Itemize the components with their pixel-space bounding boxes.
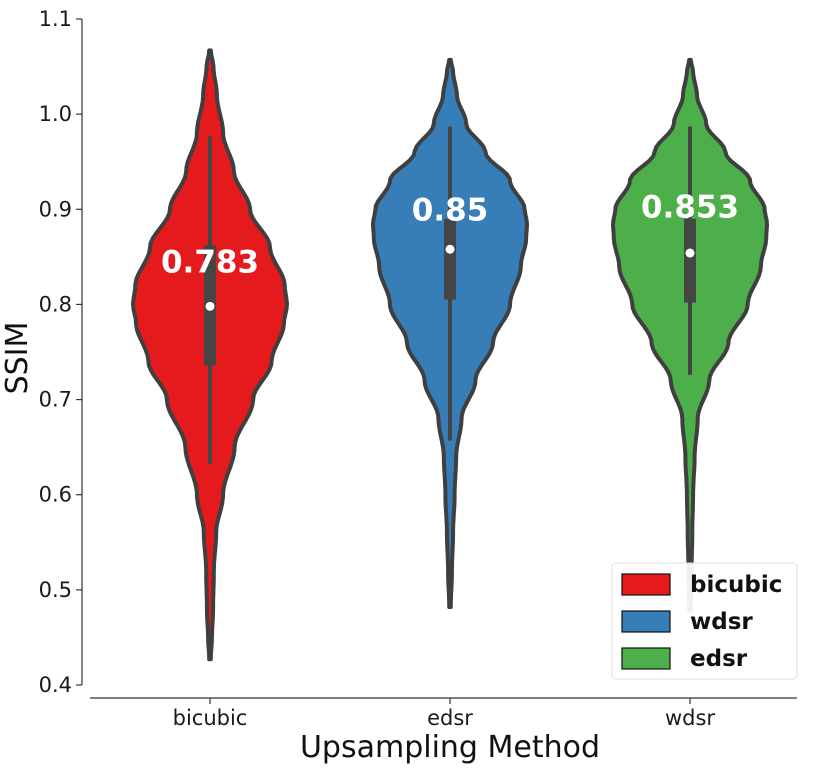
median-label-wdsr: 0.853 <box>641 189 739 225</box>
legend-label-wdsr: wdsr <box>690 609 753 635</box>
x-axis-title: Upsampling Method <box>300 730 600 765</box>
median-label-bicubic: 0.783 <box>161 245 259 281</box>
y-tick-label: 1.1 <box>39 7 72 31</box>
x-axis: bicubic edsr wdsr <box>90 697 797 730</box>
median-dot-bicubic <box>205 301 215 311</box>
iqr-box-wdsr <box>684 218 696 303</box>
y-tick-label: 0.7 <box>39 388 72 412</box>
y-tick-label: 0.8 <box>39 292 72 316</box>
iqr-box-edsr <box>444 218 456 300</box>
y-tick-label: 1.0 <box>39 102 72 126</box>
y-tick-label: 0.4 <box>39 673 72 697</box>
median-dot-edsr <box>445 244 455 254</box>
y-axis: 0.4 0.5 0.6 0.7 0.8 0.9 1.0 1.1 <box>39 7 83 697</box>
legend-swatch-wdsr <box>621 610 671 633</box>
legend-label-edsr: edsr <box>690 646 748 672</box>
legend: bicubic wdsr edsr <box>611 562 798 680</box>
x-tick-label: bicubic <box>173 706 248 730</box>
legend-swatch-edsr <box>621 647 671 670</box>
x-tick-label: edsr <box>427 706 473 730</box>
median-dot-wdsr <box>685 248 695 258</box>
y-axis-title: SSIM <box>0 322 35 395</box>
median-annotations: 0.783 0.85 0.853 <box>161 189 739 280</box>
legend-label-bicubic: bicubic <box>690 572 782 598</box>
y-tick-label: 0.6 <box>39 483 72 507</box>
x-tick-label: wdsr <box>665 706 715 730</box>
violins-layer <box>131 48 769 662</box>
median-label-edsr: 0.85 <box>412 192 489 228</box>
legend-swatch-bicubic <box>621 573 671 596</box>
y-tick-label: 0.5 <box>39 578 72 602</box>
y-tick-label: 0.9 <box>39 197 72 221</box>
